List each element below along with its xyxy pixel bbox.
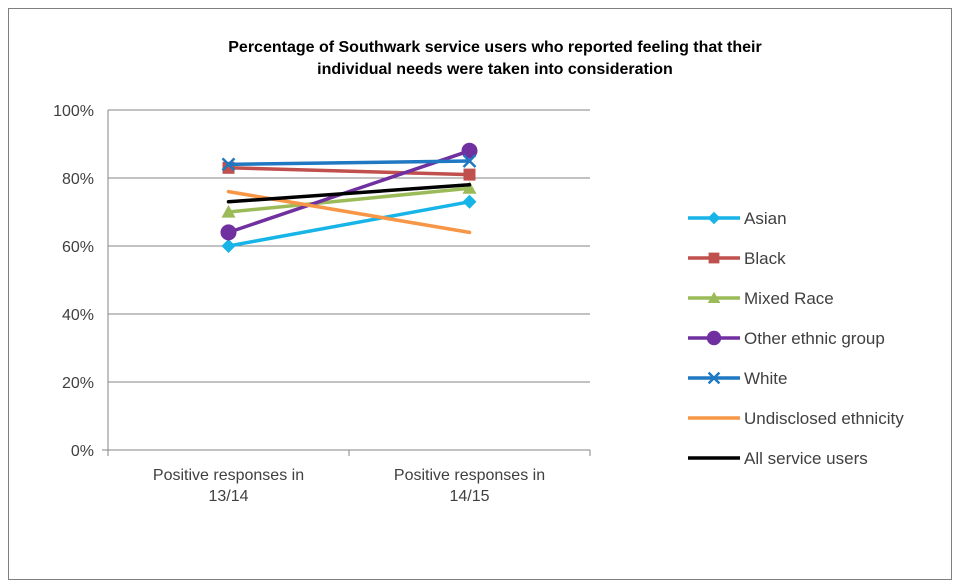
x-tick-label: Positive responses in — [394, 467, 545, 484]
data-point — [220, 224, 237, 241]
legend-entry: Mixed Race — [688, 289, 834, 308]
data-point — [462, 154, 477, 168]
series-lines — [220, 142, 478, 253]
legend-entry: Asian — [688, 209, 787, 228]
data-point — [221, 239, 236, 253]
legend-label: All service users — [744, 449, 868, 468]
data-point — [221, 157, 236, 172]
y-tick-label: 20% — [62, 375, 94, 392]
series-line — [226, 166, 472, 177]
series-line — [226, 200, 472, 248]
data-point — [221, 205, 236, 218]
data-point — [706, 330, 722, 346]
y-tick-label: 100% — [53, 103, 94, 120]
series-mixed-race — [221, 181, 477, 218]
series-white — [221, 154, 477, 172]
x-tick-label: 13/14 — [208, 488, 248, 505]
legend-label: Black — [744, 249, 786, 268]
legend-entry: Black — [688, 249, 786, 268]
legend-entry: Other ethnic group — [688, 329, 885, 348]
y-tick-label: 60% — [62, 239, 94, 256]
x-tick-label: Positive responses in — [153, 467, 304, 484]
data-point — [462, 181, 477, 194]
data-point — [707, 211, 721, 225]
series-line — [226, 159, 472, 167]
data-point — [708, 252, 720, 264]
chart-title-line-1: Percentage of Southwark service users wh… — [228, 39, 761, 56]
data-point — [707, 291, 721, 304]
data-point — [462, 194, 477, 209]
chart-frame — [8, 8, 952, 580]
series-line — [226, 183, 472, 204]
legend-label: Other ethnic group — [744, 329, 885, 348]
series-all-service-users — [226, 183, 472, 204]
legend-label: Asian — [744, 209, 787, 228]
legend-entry: All service users — [688, 449, 868, 468]
x-tick-label: 14/15 — [449, 488, 489, 505]
y-tick-label: 80% — [62, 171, 94, 188]
legend-label: White — [744, 369, 787, 388]
y-tick-label: 0% — [71, 443, 94, 460]
legend-label: Mixed Race — [744, 289, 834, 308]
data-point — [461, 142, 478, 159]
y-tick-label: 40% — [62, 307, 94, 324]
series-line — [226, 186, 472, 214]
data-point — [463, 168, 476, 181]
chart-title-line-2: individual needs were taken into conside… — [317, 61, 673, 78]
legend-label: Undisclosed ethnicity — [744, 409, 904, 428]
legend-entry: Undisclosed ethnicity — [688, 409, 904, 428]
axes: 0% 20% 40% 60% 80% 100% Positive responses in 1… — [53, 103, 591, 505]
legend-entry: White — [688, 369, 787, 388]
series-asian — [221, 194, 477, 253]
legend: Asian Black Mixed Race Other ethnic group Wh… — [688, 209, 904, 468]
gridlines — [108, 109, 590, 383]
data-point — [707, 371, 721, 385]
